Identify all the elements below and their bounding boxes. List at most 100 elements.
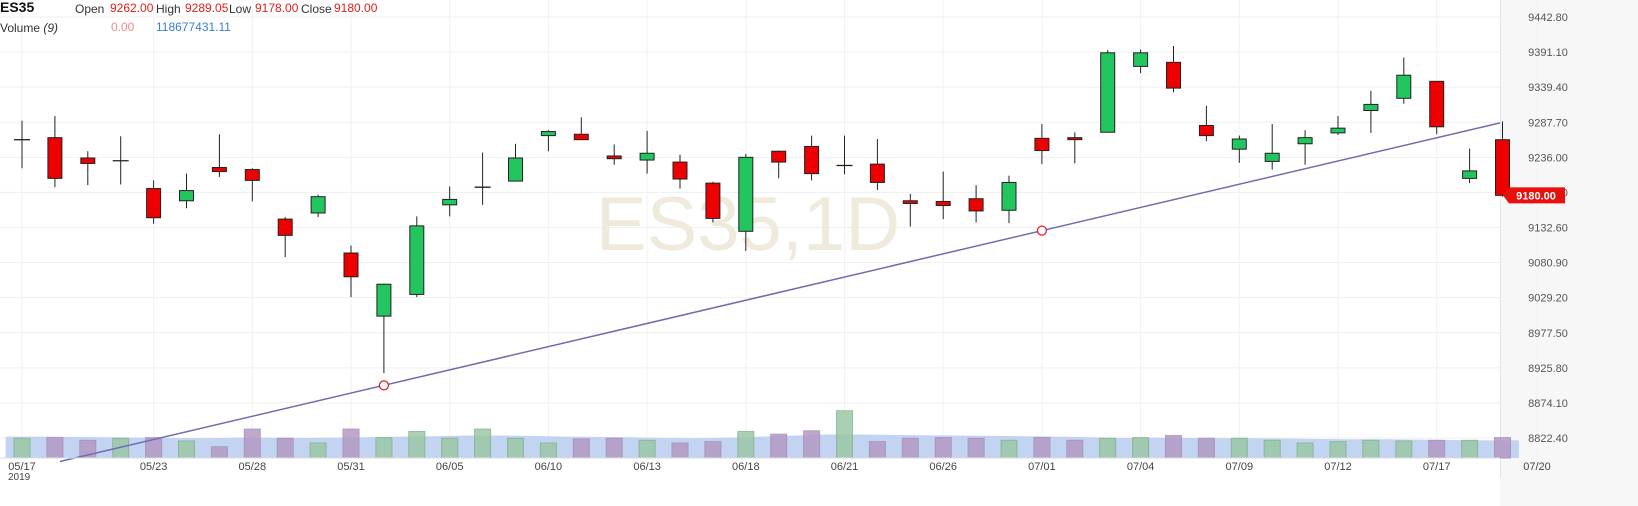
price-tick-label: 9287.70 xyxy=(1528,117,1568,129)
trendline[interactable] xyxy=(59,122,1501,463)
candle-body xyxy=(606,155,622,160)
volume-bar xyxy=(1296,442,1314,459)
candle xyxy=(508,143,523,182)
volume-bar xyxy=(572,438,590,459)
time-tick-label: 06/21 xyxy=(831,461,859,473)
candle xyxy=(409,216,425,298)
candle xyxy=(935,171,951,220)
volume-bar xyxy=(967,437,985,459)
volume-pane xyxy=(5,410,1519,459)
volume-bar xyxy=(671,442,689,459)
volume-bar xyxy=(309,442,327,459)
volume-bar xyxy=(507,437,524,459)
candle-body xyxy=(935,200,951,207)
candle xyxy=(277,217,293,258)
candle xyxy=(146,180,162,224)
volume-bar xyxy=(408,430,426,459)
volume-bar xyxy=(243,428,261,459)
time-axis[interactable]: 05/17 05/23 05/28 05/31 06/05 06/10 06/13 06/18… xyxy=(0,457,1551,483)
volume-bar xyxy=(901,437,919,459)
volume-bar xyxy=(704,441,722,459)
candle xyxy=(179,173,194,209)
candle-body xyxy=(869,163,885,183)
candle-body xyxy=(1166,61,1181,89)
candle-body xyxy=(968,198,984,212)
time-tick-label: 07/12 xyxy=(1324,461,1352,473)
volume-bar xyxy=(836,410,853,459)
candle-body xyxy=(1100,52,1116,133)
trendline-anchor xyxy=(1036,225,1048,236)
volume-bar xyxy=(342,428,360,459)
low-value: 9178.00 xyxy=(255,1,299,15)
candle xyxy=(1429,80,1445,135)
candle xyxy=(474,152,491,205)
candle xyxy=(1462,148,1478,184)
high-value: 9289.05 xyxy=(185,1,229,15)
price-tick-label: 9339.40 xyxy=(1528,82,1568,94)
candle xyxy=(672,154,688,189)
time-tick-label: 07/20 xyxy=(1523,461,1551,473)
candle-body xyxy=(672,161,688,180)
time-tick-label: 07/01 xyxy=(1028,461,1056,473)
candle xyxy=(1330,115,1346,135)
candle xyxy=(376,283,392,374)
candle-body xyxy=(573,133,589,141)
symbol-name[interactable]: ES35 xyxy=(0,0,35,15)
price-tick-label: 9391.10 xyxy=(1528,47,1568,59)
time-tick-label: 05/28 xyxy=(239,461,267,473)
time-tick-label: 07/17 xyxy=(1423,461,1451,473)
volume-bar xyxy=(276,437,294,459)
last-price-badge xyxy=(1503,187,1565,204)
low-label: Low xyxy=(229,2,252,16)
candle-body xyxy=(738,156,754,232)
candle xyxy=(836,135,853,175)
candle-body xyxy=(1231,138,1247,150)
candle xyxy=(606,144,622,165)
close-label: Close xyxy=(301,2,332,16)
volume-bar xyxy=(178,440,195,459)
candle xyxy=(869,139,885,190)
candle-body xyxy=(343,252,359,278)
volume-bar xyxy=(474,428,492,459)
volume-bar xyxy=(1165,435,1182,459)
candle xyxy=(1198,105,1214,142)
candle xyxy=(1133,49,1149,74)
volume-bar xyxy=(770,433,788,459)
candle xyxy=(771,150,787,179)
candle xyxy=(112,136,129,185)
high-label: High xyxy=(156,2,181,16)
candle-body xyxy=(1396,74,1412,99)
candle-body xyxy=(146,188,162,219)
trendline-anchor xyxy=(378,380,390,391)
candle xyxy=(14,120,30,169)
candle xyxy=(1166,46,1181,93)
volume-value-ma: 118677431.11 xyxy=(156,20,231,34)
candle-body xyxy=(1429,80,1445,128)
price-axis[interactable]: 9442.809391.109339.409287.709236.009184.… xyxy=(1503,12,1568,445)
candle-body xyxy=(1297,137,1313,145)
volume-bar xyxy=(1494,437,1511,459)
candle-body xyxy=(244,169,260,181)
volume-bar xyxy=(539,442,557,459)
volume-bar xyxy=(375,437,393,459)
volume-period: (9) xyxy=(43,21,59,35)
candle xyxy=(1264,124,1280,170)
candle-body xyxy=(804,145,820,175)
candle xyxy=(1231,135,1247,163)
time-tick-label: 05/31 xyxy=(337,461,365,473)
volume-label[interactable]: Volume (9) xyxy=(0,19,58,38)
candle-body xyxy=(1462,170,1478,179)
candle-body xyxy=(902,200,918,204)
candle-body xyxy=(705,182,721,219)
close-value: 9180.00 xyxy=(334,1,378,15)
candle xyxy=(1100,50,1116,133)
candle xyxy=(1001,175,1017,224)
candle xyxy=(211,134,227,178)
volume-bar xyxy=(1263,439,1281,459)
candle-body xyxy=(211,167,227,173)
candle-body xyxy=(1001,181,1017,211)
volume-bar xyxy=(1099,437,1117,459)
volume-bar xyxy=(1329,441,1347,459)
candles[interactable] xyxy=(14,46,1510,374)
